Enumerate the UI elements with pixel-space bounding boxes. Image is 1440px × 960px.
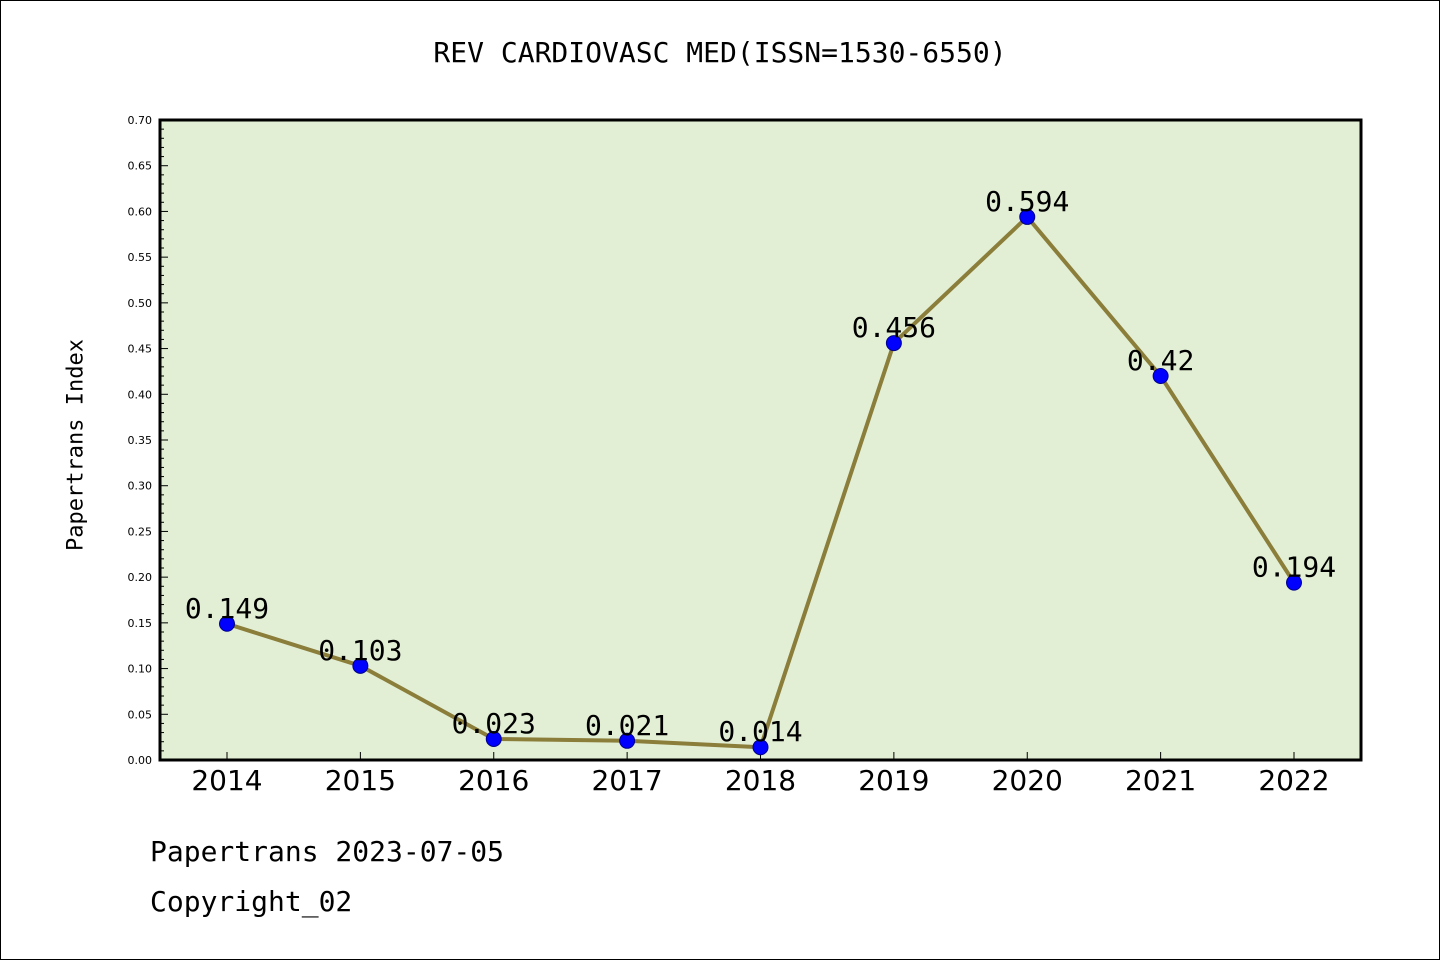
- y-tick-label: 0.50: [128, 297, 153, 310]
- data-point: [885, 335, 902, 352]
- x-tick-label: 2015: [325, 764, 396, 797]
- plot-area: [160, 120, 1361, 760]
- data-label: 0.103: [318, 634, 402, 667]
- data-label: 0.023: [452, 707, 536, 740]
- y-tick-label: 0.20: [128, 571, 153, 584]
- y-tick-label: 0.00: [128, 754, 153, 767]
- x-tick-label: 2021: [1125, 764, 1196, 797]
- data-label: 0.149: [185, 592, 269, 625]
- x-tick-label: 2019: [858, 764, 929, 797]
- data-point: [1152, 368, 1169, 384]
- data-point: [1019, 208, 1036, 225]
- y-tick-label: 0.45: [128, 343, 153, 356]
- data-point: [1286, 574, 1302, 591]
- x-tick-label: 2017: [591, 764, 662, 797]
- data-point: [619, 732, 636, 749]
- y-tick-label: 0.65: [128, 160, 153, 173]
- y-tick-label: 0.35: [128, 434, 153, 447]
- data-label: 0.42: [1127, 344, 1194, 377]
- y-tick-label: 0.30: [128, 480, 153, 493]
- y-tick-label: 0.10: [128, 663, 153, 676]
- x-tick-label: 2020: [992, 764, 1063, 797]
- data-point: [352, 657, 369, 674]
- data-label: 0.021: [585, 709, 669, 742]
- data-label: 0.194: [1252, 551, 1336, 584]
- y-tick-label: 0.40: [128, 388, 153, 401]
- data-point: [219, 615, 235, 632]
- x-tick-label: 2014: [191, 764, 262, 797]
- data-label: 0.456: [852, 311, 936, 344]
- chart-title: REV CARDIOVASC MED(ISSN=1530-6550): [433, 36, 1007, 69]
- x-tick-label: 2022: [1258, 764, 1329, 797]
- data-point: [485, 730, 502, 747]
- y-tick-label: 0.15: [128, 617, 153, 630]
- plot-border: [158, 118, 1363, 762]
- y-tick-label: 0.25: [128, 525, 153, 538]
- data-label: 0.594: [985, 185, 1069, 218]
- y-tick-label: 0.55: [128, 251, 153, 264]
- x-tick-label: 2018: [725, 764, 796, 797]
- y-tick-label: 0.70: [128, 114, 153, 127]
- data-label: 0.014: [718, 715, 802, 748]
- x-tick-label: 2016: [458, 764, 529, 797]
- footer-date: Papertrans 2023-07-05: [150, 835, 505, 868]
- data-point: [752, 739, 769, 756]
- y-tick-label: 0.60: [128, 205, 153, 218]
- footer-copyright: Copyright_02: [150, 885, 353, 918]
- y-tick-label: 0.05: [128, 708, 153, 721]
